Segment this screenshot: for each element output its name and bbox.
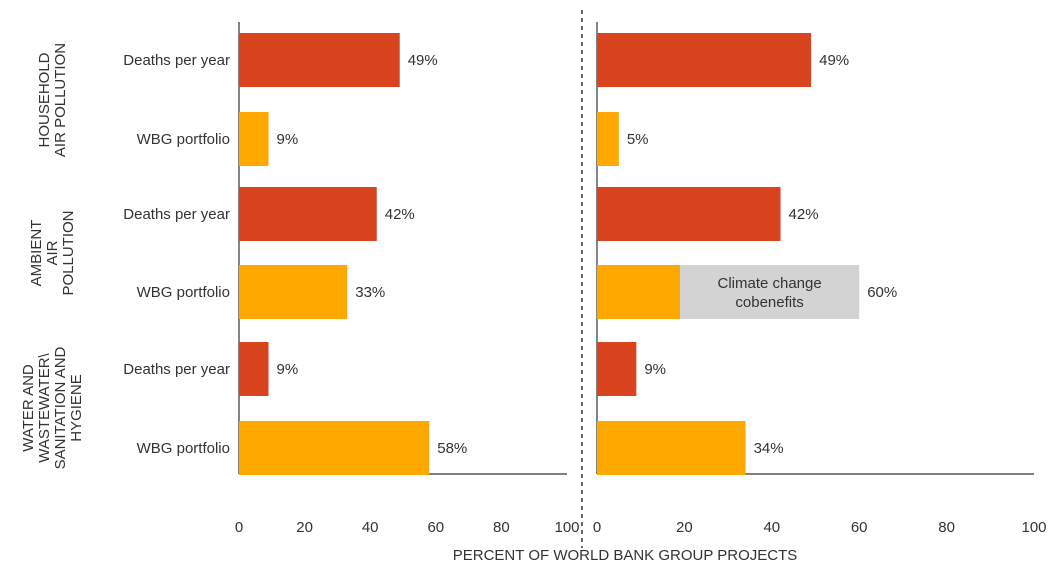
- group-label: HOUSEHOLD: [36, 52, 53, 147]
- data-label: 49%: [408, 52, 438, 69]
- panel-right: 0 20 40 60 80 100 49% 5% 42% Climate change cobene…: [593, 22, 1047, 536]
- data-label: 34%: [754, 440, 784, 457]
- bar: [239, 421, 430, 475]
- x-tick-label: 20: [676, 519, 693, 536]
- data-label: 58%: [437, 440, 467, 457]
- group-label: WASTEWATER\: [36, 352, 53, 462]
- category-label: WBG portfolio: [137, 131, 230, 148]
- bar: [597, 187, 781, 241]
- group-label: AIR POLLUTION: [52, 43, 69, 157]
- x-tick-label: 0: [593, 519, 601, 536]
- group-label: AMBIENT: [28, 220, 45, 287]
- cobenefits-label: cobenefits: [735, 294, 803, 311]
- bar: [239, 342, 269, 396]
- category-label: WBG portfolio: [137, 440, 230, 457]
- x-tick-label: 80: [493, 519, 510, 536]
- data-label: 60%: [867, 284, 897, 301]
- group-label: WATER AND: [20, 364, 37, 452]
- bar: [597, 421, 746, 475]
- bar: [239, 33, 400, 87]
- bar: [239, 265, 348, 319]
- x-tick-label: 60: [851, 519, 868, 536]
- x-tick-label: 100: [554, 519, 579, 536]
- data-label: 9%: [277, 361, 299, 378]
- bar: [597, 33, 812, 87]
- bar: [597, 265, 681, 319]
- bar: [597, 112, 619, 166]
- category-labels: Deaths per year WBG portfolio Deaths per y…: [123, 52, 230, 457]
- x-tick-label: 0: [235, 519, 243, 536]
- bar-cobenefits: [680, 265, 860, 319]
- bar: [239, 187, 377, 241]
- x-tick-label: 80: [938, 519, 955, 536]
- data-label: 42%: [789, 206, 819, 223]
- x-tick-label: 100: [1021, 519, 1046, 536]
- x-tick-label: 60: [427, 519, 444, 536]
- group-label: SANITATION AND: [52, 346, 69, 469]
- data-label: 9%: [644, 361, 666, 378]
- category-label: WBG portfolio: [137, 284, 230, 301]
- x-tick-label: 40: [362, 519, 379, 536]
- x-axis-label: PERCENT OF WORLD BANK GROUP PROJECTS: [453, 547, 798, 564]
- cobenefits-label: Climate change: [717, 275, 821, 292]
- x-tick-label: 20: [296, 519, 313, 536]
- data-label: 42%: [385, 206, 415, 223]
- group-label: AIR: [44, 240, 61, 265]
- data-label: 49%: [819, 52, 849, 69]
- panel-left: 0 20 40 60 80 100 49% 9% 42% 33% 9% 58%: [235, 22, 580, 536]
- group-label: HYGIENE: [68, 374, 85, 442]
- group-labels: HOUSEHOLD AIR POLLUTION AMBIENT AIR POLLUTIO…: [20, 43, 85, 470]
- category-label: Deaths per year: [123, 206, 230, 223]
- data-label: 33%: [355, 284, 385, 301]
- x-tick-label: 40: [763, 519, 780, 536]
- group-label: POLLUTION: [60, 210, 77, 295]
- bar: [239, 112, 269, 166]
- bar: [597, 342, 637, 396]
- category-label: Deaths per year: [123, 361, 230, 378]
- data-label: 5%: [627, 131, 649, 148]
- category-label: Deaths per year: [123, 52, 230, 69]
- data-label: 9%: [277, 131, 299, 148]
